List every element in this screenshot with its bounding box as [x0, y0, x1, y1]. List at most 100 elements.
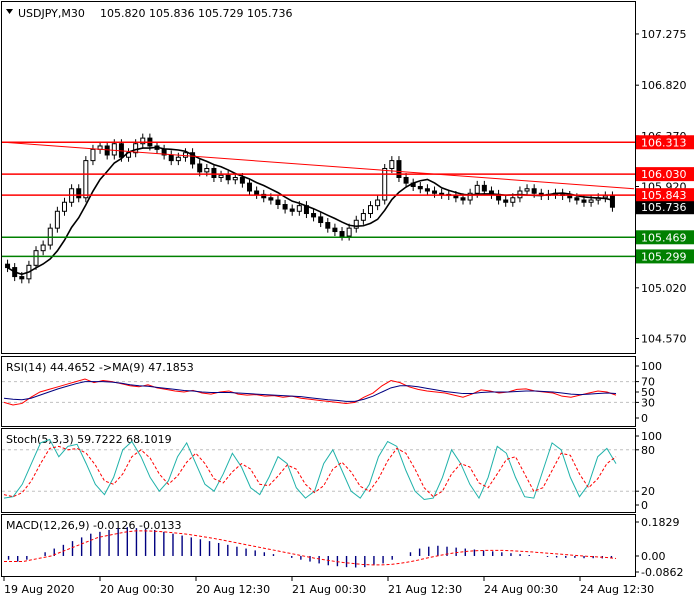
price-layer	[2, 133, 635, 284]
candle-body	[54, 210, 60, 229]
candle-body	[581, 199, 587, 203]
candle-body	[318, 216, 324, 224]
candle-body	[339, 231, 345, 237]
macd-tick-label: -0.0862	[641, 566, 683, 579]
candle-body	[254, 190, 260, 195]
candle-body	[190, 152, 196, 165]
candle-body	[40, 244, 46, 252]
time-tick-label: 20 Aug 00:30	[100, 583, 174, 596]
candle-body	[90, 148, 96, 162]
series-line-1	[3, 381, 617, 402]
candle-body	[325, 222, 331, 229]
candle-body	[247, 182, 253, 192]
osc-tick-label: 30	[641, 396, 655, 409]
candle-body	[403, 177, 409, 184]
candle-body	[474, 184, 480, 194]
osc-tick-label: 0	[641, 499, 648, 512]
candle-body	[346, 227, 352, 237]
osc-tick-label: 100	[641, 430, 662, 443]
price-pane[interactable]	[1, 1, 636, 354]
rsi-layer	[2, 378, 635, 406]
resistance-level-3-box	[636, 188, 694, 203]
candle-body	[261, 193, 267, 199]
resistance-level-2-label: 106.030	[641, 168, 687, 181]
support-level-2-label: 105.299	[641, 250, 687, 263]
time-tick-label: 24 Aug 12:30	[580, 583, 654, 596]
series-line-1	[3, 445, 617, 498]
candle-body	[225, 174, 231, 181]
candle-body	[211, 167, 217, 178]
osc-tick-label: 70	[641, 376, 655, 389]
support-level-1-label: 105.469	[641, 231, 687, 244]
candle-body	[439, 192, 445, 195]
candle-body	[140, 137, 146, 145]
candle-body	[432, 190, 438, 194]
candle-body	[76, 188, 82, 199]
candle-body	[332, 227, 338, 233]
current-price-box	[636, 201, 694, 215]
candle-body	[396, 160, 402, 178]
series-line-0	[3, 438, 617, 501]
candle-body	[268, 197, 274, 201]
candle-body	[197, 163, 203, 173]
moving-average-line	[7, 146, 613, 276]
series-line-0	[3, 378, 617, 406]
candle-body	[168, 154, 174, 162]
candle-body	[61, 201, 67, 212]
candle-body	[111, 143, 117, 156]
candle-body	[19, 276, 25, 280]
candle-body	[367, 205, 373, 215]
candle-body	[232, 177, 238, 181]
candle-body	[204, 167, 210, 173]
candle-body	[5, 263, 11, 269]
candle-body	[467, 192, 473, 201]
macd-signal-line	[4, 530, 617, 566]
candle-body	[481, 184, 487, 192]
candle-body	[182, 152, 188, 158]
down-triangle-icon	[6, 9, 13, 14]
candle-body	[353, 219, 359, 229]
candle-body	[375, 199, 381, 207]
resistance-level-1-box	[636, 135, 694, 150]
macd-tick-label: 0.00	[641, 550, 666, 563]
time-tick-label: 24 Aug 00:30	[484, 583, 558, 596]
time-tick-label: 21 Aug 00:30	[292, 583, 366, 596]
rsi-title: RSI(14) 44.4652 ->MA(9) 47.1853	[6, 361, 194, 374]
time-tick-label: 20 Aug 12:30	[196, 583, 270, 596]
price-tick-label: 107.275	[641, 28, 687, 41]
price-tick-label: 104.570	[641, 332, 687, 345]
osc-tick-label: 20	[641, 485, 655, 498]
candle-body	[389, 160, 395, 169]
macd-title: MACD(12,26,9) -0.0126 -0.0133	[6, 519, 181, 532]
macd-tick-label: 0.1829	[641, 516, 680, 529]
osc-tick-label: 100	[641, 360, 662, 373]
stoch-layer	[2, 438, 635, 501]
candle-body	[133, 143, 139, 154]
macd-layer	[4, 527, 617, 568]
stoch-title: Stoch(5,3,3) 59.7222 68.1019	[6, 433, 172, 446]
candle-body	[275, 199, 281, 206]
candle-body	[289, 208, 295, 212]
candle-body	[282, 204, 288, 210]
candle-body	[460, 197, 466, 201]
time-tick-label: 19 Aug 2020	[4, 583, 74, 596]
price-tick-label: 106.820	[641, 79, 687, 92]
osc-tick-label: 0	[641, 412, 648, 425]
resistance-level-2-box	[636, 167, 694, 182]
stoch-pane[interactable]	[1, 428, 636, 513]
candle-body	[602, 195, 608, 199]
candle-body	[218, 174, 224, 178]
candle-body	[175, 156, 181, 162]
candle-body	[574, 197, 580, 201]
candle-body	[33, 250, 39, 266]
symbol-label: USDJPY,M30	[18, 7, 85, 20]
time-tick-label: 21 Aug 12:30	[388, 583, 462, 596]
support-level-2-box	[636, 249, 694, 264]
candle-body	[360, 213, 366, 221]
price-tick-label: 105.020	[641, 282, 687, 295]
axis-layer: 107.275106.820106.370105.920105.020104.5…	[3, 28, 694, 596]
candle-body	[83, 160, 89, 199]
macd-pane[interactable]	[1, 514, 636, 577]
